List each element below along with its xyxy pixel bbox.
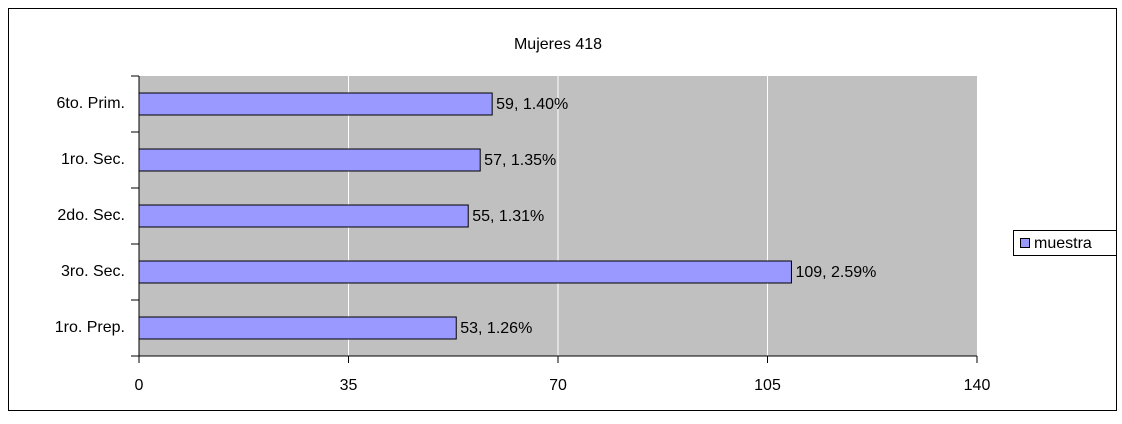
bar [138, 148, 481, 172]
x-tick-label: 35 [340, 377, 358, 394]
x-tick-label: 140 [964, 377, 991, 394]
data-label: 57, 1.35% [484, 152, 556, 169]
bar [138, 260, 792, 284]
y-tick-label: 1ro. Sec. [61, 151, 125, 168]
x-tick-label: 105 [754, 377, 781, 394]
bar [138, 204, 469, 228]
y-tick-label: 1ro. Prep. [55, 319, 125, 336]
y-tick-label: 2do. Sec. [57, 207, 125, 224]
x-tick-label: 70 [549, 377, 567, 394]
x-tick-label: 0 [135, 377, 144, 394]
chart-title: Mujeres 418 [514, 36, 602, 53]
data-label: 109, 2.59% [795, 264, 876, 281]
bar [138, 316, 457, 340]
data-label: 55, 1.31% [472, 208, 544, 225]
legend-swatch [1020, 238, 1030, 248]
legend-box [1013, 230, 1117, 256]
data-label: 59, 1.40% [496, 96, 568, 113]
y-tick-label: 6to. Prim. [57, 95, 125, 112]
data-label: 53, 1.26% [460, 320, 532, 337]
legend-label: muestra [1034, 235, 1092, 252]
y-tick-label: 3ro. Sec. [61, 263, 125, 280]
bar [138, 92, 493, 116]
